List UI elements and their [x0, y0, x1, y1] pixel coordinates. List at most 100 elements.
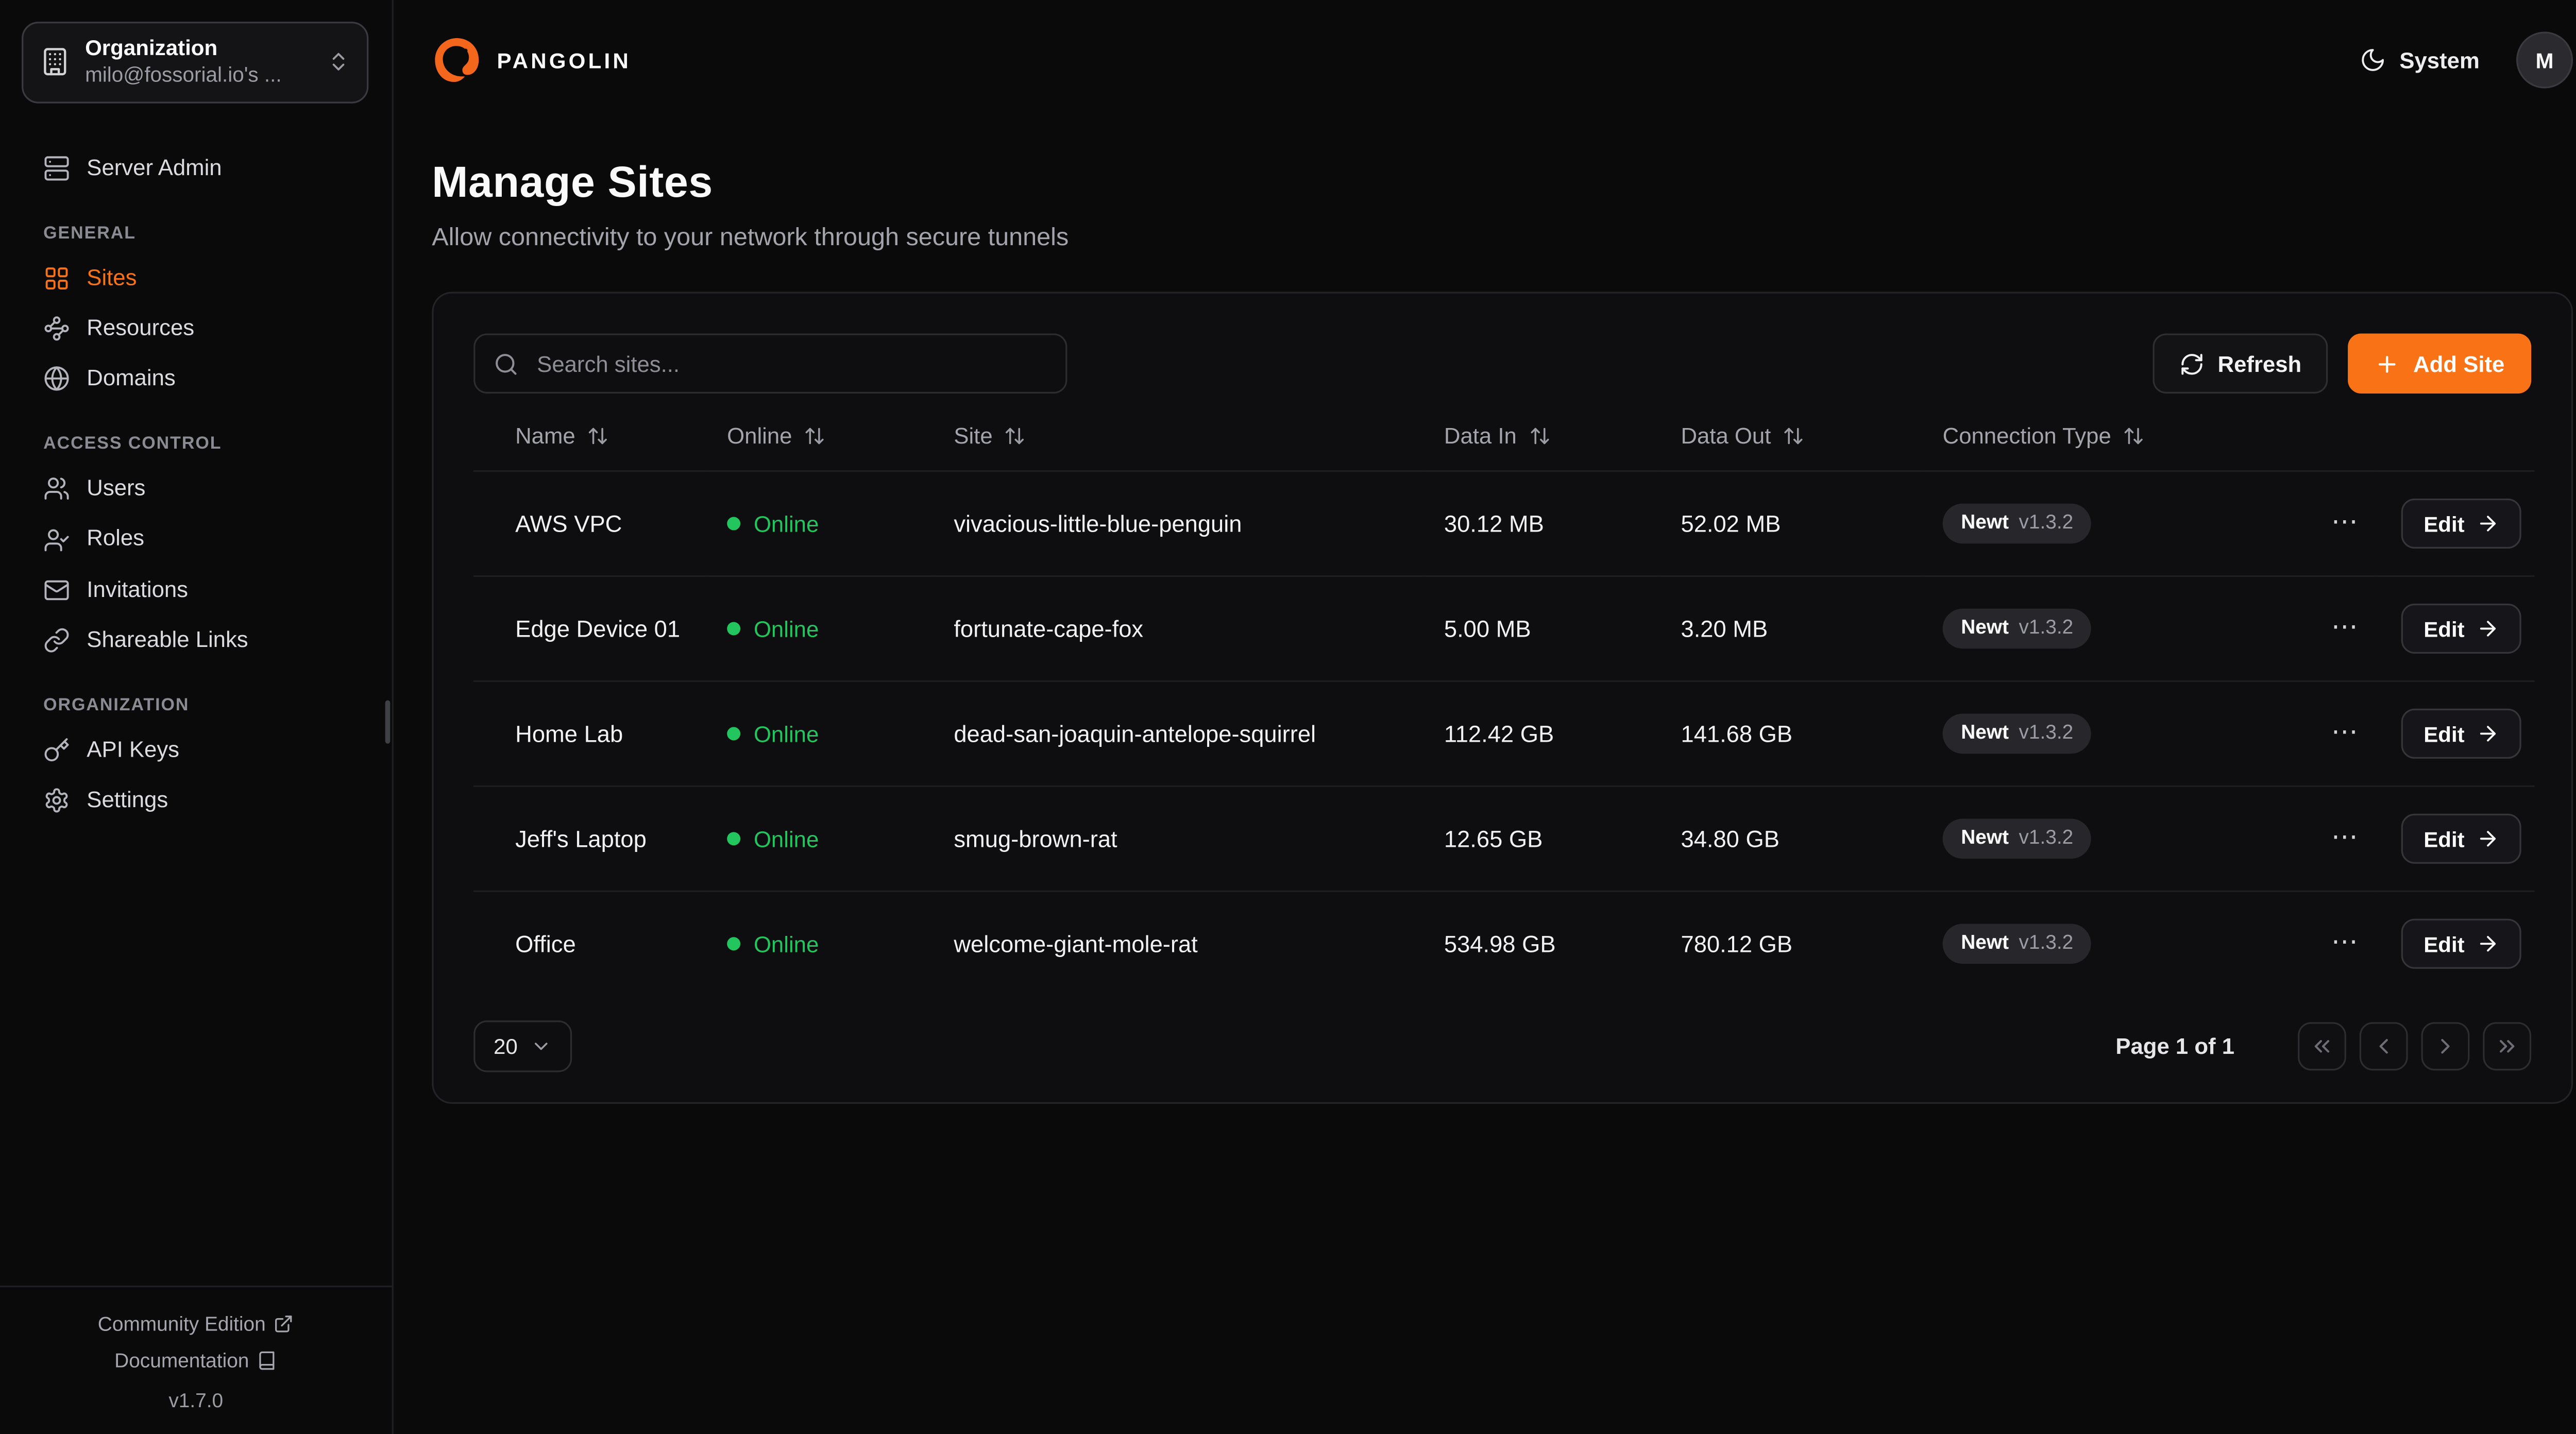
connection-version: v1.3.2	[2019, 931, 2074, 954]
sort-icon	[804, 425, 825, 447]
connection-version: v1.3.2	[2019, 826, 2074, 849]
sidebar-item-sites[interactable]: Sites	[23, 253, 368, 303]
table-header-row: Name Online Site Data In Data Out Connec…	[473, 400, 2534, 471]
sites-table: Name Online Site Data In Data Out Connec…	[473, 400, 2535, 996]
globe-icon	[43, 365, 70, 392]
edit-button[interactable]: Edit	[2402, 603, 2521, 654]
last-page-button[interactable]	[2483, 1022, 2532, 1071]
avatar[interactable]: M	[2516, 31, 2573, 89]
online-dot-icon	[727, 517, 741, 531]
brand[interactable]: PANGOLIN	[432, 35, 631, 85]
org-switcher[interactable]: Organization milo@fossorial.io's ...	[22, 22, 369, 103]
cell-name: Home Lab	[473, 680, 707, 787]
arrow-right-icon	[2476, 827, 2499, 850]
column-header-connection-type[interactable]: Connection Type	[1923, 400, 2301, 471]
edit-button[interactable]: Edit	[2402, 498, 2521, 549]
sidebar-item-label: Invitations	[87, 576, 189, 602]
link-icon	[43, 627, 70, 654]
cell-data-in: 5.00 MB	[1424, 575, 1661, 681]
column-header-data-in[interactable]: Data In	[1424, 400, 1661, 471]
sidebar-item-resources[interactable]: Resources	[23, 303, 368, 354]
chevron-right-icon	[2441, 1039, 2450, 1054]
previous-page-button[interactable]	[2359, 1022, 2408, 1071]
sidebar-item-invitations[interactable]: Invitations	[23, 565, 368, 615]
connection-type-badge: Newt v1.3.2	[1942, 609, 2092, 648]
documentation-link[interactable]: Documentation	[114, 1349, 277, 1372]
status-label: Online	[753, 721, 819, 746]
page-size-value: 20	[494, 1034, 518, 1059]
waypoints-icon	[43, 315, 70, 342]
sidebar-scrollbar-thumb[interactable]	[385, 700, 391, 744]
section-label-general: GENERAL	[43, 223, 136, 243]
table-row: Jeff's Laptop Online smug-brown-rat 12.6…	[473, 785, 2535, 892]
page-title: Manage Sites	[432, 157, 713, 207]
status-badge: Online	[727, 931, 913, 957]
page-size-select[interactable]: 20	[473, 1020, 573, 1072]
row-menu-button[interactable]: ⋯	[2321, 612, 2369, 645]
column-header-name[interactable]: Name	[473, 400, 707, 471]
mail-icon	[43, 576, 70, 603]
connection-name: Newt	[1961, 510, 2009, 534]
refresh-button[interactable]: Refresh	[2153, 333, 2329, 394]
table-row: AWS VPC Online vivacious-little-blue-pen…	[473, 470, 2535, 576]
row-menu-button[interactable]: ⋯	[2321, 927, 2369, 961]
search-icon	[494, 351, 519, 376]
cell-site: welcome-giant-mole-rat	[934, 890, 1425, 996]
page-info: Page 1 of 1	[2115, 1034, 2235, 1059]
connection-version: v1.3.2	[2019, 721, 2074, 744]
theme-toggle[interactable]: System	[2360, 47, 2480, 74]
edit-label: Edit	[2424, 616, 2465, 641]
pagination: Page 1 of 1	[2115, 1022, 2532, 1071]
sidebar-item-users[interactable]: Users	[23, 464, 368, 515]
add-site-button[interactable]: Add Site	[2348, 333, 2532, 394]
column-header-edit	[2378, 400, 2534, 471]
user-check-icon	[43, 526, 70, 553]
column-header-data-out[interactable]: Data Out	[1661, 400, 1923, 471]
sort-icon	[1783, 425, 1804, 447]
moon-icon	[2360, 47, 2386, 74]
brand-name: PANGOLIN	[497, 47, 631, 73]
online-dot-icon	[727, 937, 741, 951]
chevron-left-icon	[2379, 1039, 2388, 1054]
connection-type-badge: Newt v1.3.2	[1942, 924, 2092, 964]
arrow-right-icon	[2476, 512, 2499, 535]
version-label: v1.7.0	[168, 1389, 224, 1412]
edit-button[interactable]: Edit	[2402, 813, 2521, 864]
row-menu-button[interactable]: ⋯	[2321, 507, 2369, 540]
search-input[interactable]	[533, 349, 1047, 378]
arrow-right-icon	[2476, 722, 2499, 745]
chevrons-left-icon	[2314, 1040, 2330, 1053]
edit-button[interactable]: Edit	[2402, 918, 2521, 969]
column-header-site[interactable]: Site	[934, 400, 1424, 471]
first-page-button[interactable]	[2298, 1022, 2346, 1071]
sidebar-item-domains[interactable]: Domains	[23, 353, 368, 404]
column-label: Data Out	[1681, 423, 1771, 449]
toolbar-actions: Refresh Add Site	[2153, 333, 2532, 394]
status-label: Online	[753, 511, 819, 536]
community-edition-link[interactable]: Community Edition	[98, 1312, 294, 1336]
sidebar-item-shareable-links[interactable]: Shareable Links	[23, 615, 368, 665]
cell-site: fortunate-cape-fox	[934, 575, 1425, 681]
sort-icon	[1004, 425, 1026, 447]
connection-type-badge: Newt v1.3.2	[1942, 714, 2092, 754]
sidebar-item-server-admin[interactable]: Server Admin	[23, 143, 368, 193]
next-page-button[interactable]	[2421, 1022, 2470, 1071]
row-menu-button[interactable]: ⋯	[2321, 822, 2369, 856]
sites-table-wrap: Name Online Site Data In Data Out Connec…	[434, 400, 2571, 996]
add-site-label: Add Site	[2413, 351, 2505, 376]
sidebar-item-settings[interactable]: Settings	[23, 776, 368, 826]
row-menu-button[interactable]: ⋯	[2321, 717, 2369, 750]
sidebar-item-roles[interactable]: Roles	[23, 514, 368, 565]
sort-icon	[2123, 425, 2144, 447]
sidebar-item-api-keys[interactable]: API Keys	[23, 725, 368, 776]
edit-button[interactable]: Edit	[2402, 708, 2521, 759]
cell-data-out: 34.80 GB	[1660, 785, 1923, 892]
sidebar-item-label: Roles	[87, 526, 145, 551]
sites-grid-icon	[43, 265, 70, 292]
section-label-access-control: ACCESS CONTROL	[43, 434, 222, 454]
connection-version: v1.3.2	[2019, 616, 2074, 639]
column-header-online[interactable]: Online	[707, 400, 934, 471]
column-label: Online	[727, 423, 792, 449]
chevrons-up-down-icon	[327, 50, 350, 74]
